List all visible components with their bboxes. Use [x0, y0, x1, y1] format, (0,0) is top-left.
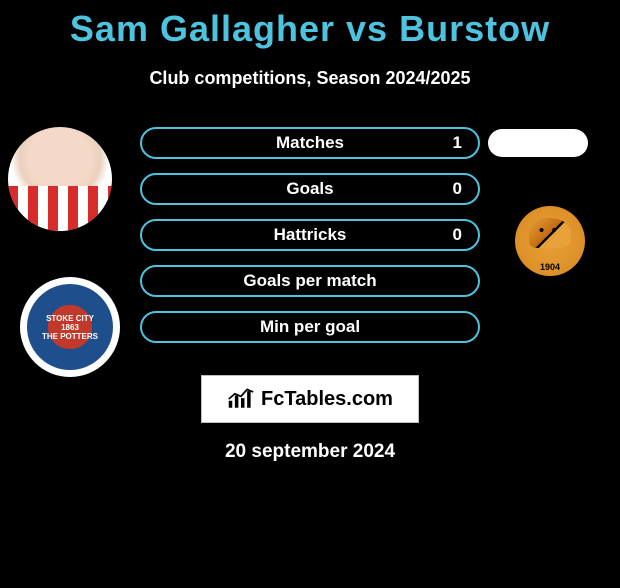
bar-chart-icon: [227, 387, 255, 411]
brand-logo[interactable]: FcTables.com: [201, 375, 419, 423]
avatar-icon: [8, 127, 112, 231]
player-right-club-badge: 1904: [500, 187, 600, 295]
stat-label: Matches: [276, 133, 344, 153]
club-badge-icon: STOKE CITY 1863 THE POTTERS: [20, 277, 120, 377]
club-shield-icon: 1904: [500, 187, 600, 295]
brand-text: FcTables.com: [261, 388, 393, 411]
stat-value-right: 1: [453, 133, 462, 153]
badge-text-top: STOKE CITY: [46, 314, 94, 323]
stat-label: Goals per match: [243, 271, 376, 291]
player-right-avatar: [488, 129, 588, 157]
stat-label: Goals: [286, 179, 333, 199]
stat-label: Min per goal: [260, 317, 360, 337]
stat-row-min-per-goal: Min per goal: [140, 311, 480, 343]
stat-row-goals-per-match: Goals per match: [140, 265, 480, 297]
badge-text-year: 1863: [61, 323, 79, 332]
badge-text-bottom: THE POTTERS: [42, 332, 98, 341]
stat-value-right: 0: [453, 225, 462, 245]
stat-value-right: 0: [453, 179, 462, 199]
comparison-subtitle: Club competitions, Season 2024/2025: [0, 68, 620, 89]
player-left-club-badge: STOKE CITY 1863 THE POTTERS: [20, 277, 120, 377]
stat-label: Hattricks: [274, 225, 347, 245]
player-left-avatar: [8, 127, 112, 231]
stat-row-hattricks: Hattricks 0: [140, 219, 480, 251]
comparison-title: Sam Gallagher vs Burstow: [0, 8, 620, 50]
generation-date: 20 september 2024: [0, 441, 620, 463]
stat-row-matches: Matches 1: [140, 127, 480, 159]
stat-row-goals: Goals 0: [140, 173, 480, 205]
badge-text-year: 1904: [540, 262, 560, 272]
comparison-body: STOKE CITY 1863 THE POTTERS 1904 Matches…: [0, 127, 620, 367]
stats-list: Matches 1 Goals 0 Hattricks 0 Goals per …: [140, 127, 480, 343]
